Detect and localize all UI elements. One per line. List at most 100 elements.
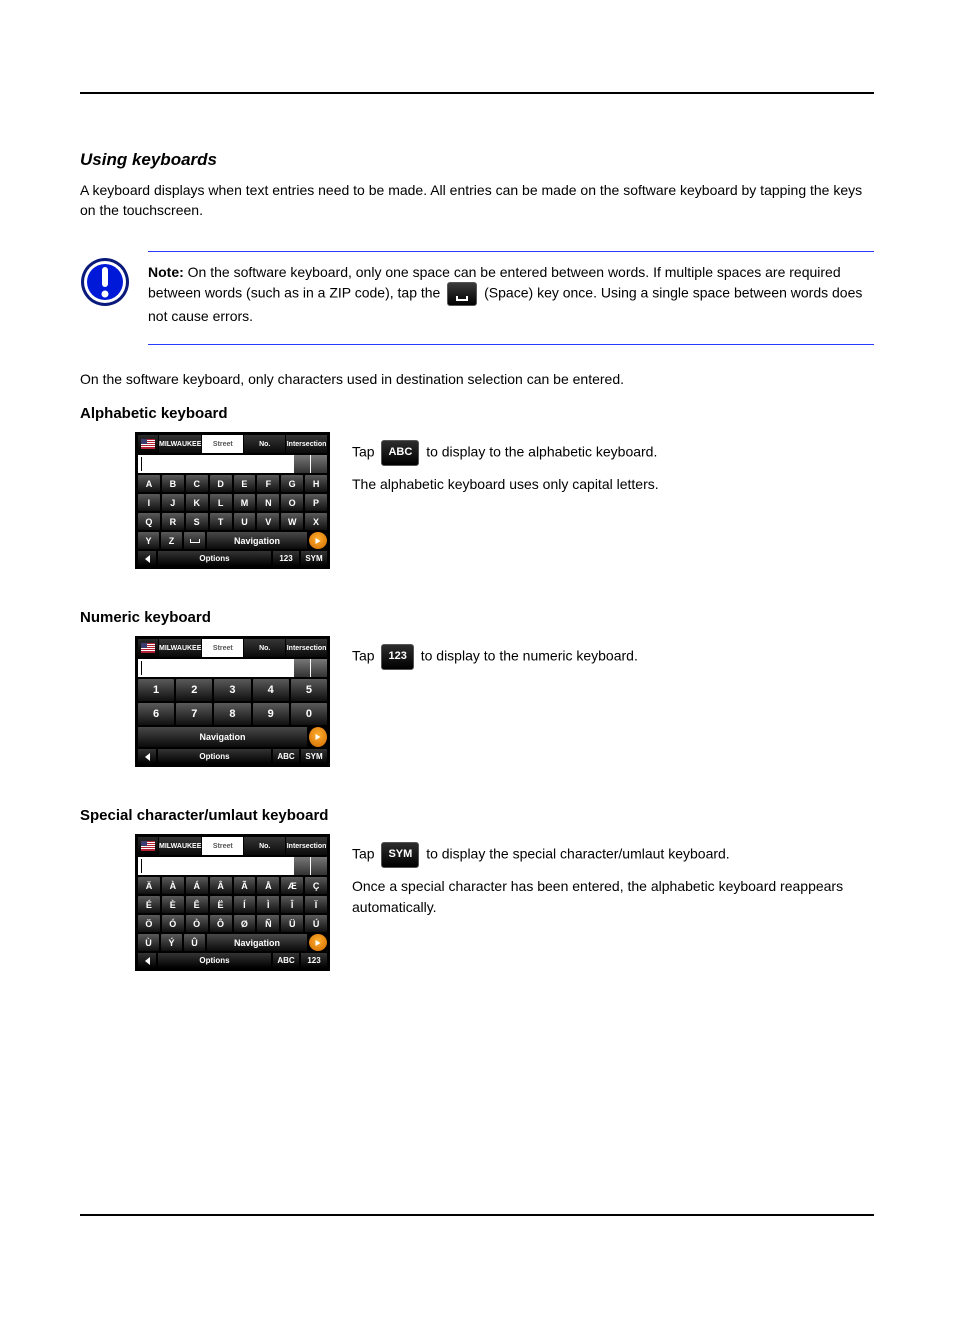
- mode-button[interactable]: ABC: [273, 953, 299, 968]
- keyboard-key[interactable]: Î: [281, 896, 303, 913]
- keyboard-key[interactable]: Y: [138, 532, 159, 549]
- kbd-tab[interactable]: No.: [244, 639, 285, 657]
- keyboard-key[interactable]: Ã: [234, 877, 256, 894]
- entry-field[interactable]: [138, 455, 327, 473]
- keyboard-key[interactable]: Ó: [162, 915, 184, 932]
- keyboard-key[interactable]: V: [257, 513, 279, 530]
- mode-button[interactable]: 123: [273, 551, 299, 566]
- space-key[interactable]: [184, 532, 205, 549]
- keyboard-key[interactable]: Ê: [186, 896, 208, 913]
- back-button[interactable]: [138, 551, 156, 566]
- keyboard-key[interactable]: R: [162, 513, 184, 530]
- keyboard-key[interactable]: É: [138, 896, 160, 913]
- kbd-tab[interactable]: Intersection: [286, 639, 327, 657]
- options-button[interactable]: Options: [158, 551, 271, 566]
- keyboard-key[interactable]: P: [305, 494, 327, 511]
- entry-mini-button[interactable]: [294, 659, 310, 677]
- keyboard-key[interactable]: Ç: [305, 877, 327, 894]
- keyboard-key[interactable]: Q: [138, 513, 160, 530]
- go-button[interactable]: [309, 727, 327, 747]
- back-button[interactable]: [138, 953, 156, 968]
- keyboard-key[interactable]: Ø: [234, 915, 256, 932]
- abc-mode-button[interactable]: ABC: [381, 440, 419, 466]
- keyboard-key[interactable]: 1: [138, 679, 174, 701]
- keyboard-key[interactable]: 6: [138, 703, 174, 725]
- keyboard-key[interactable]: Ë: [210, 896, 232, 913]
- keyboard-key[interactable]: 5: [291, 679, 327, 701]
- kbd-tab[interactable]: MILWAUKEE: [159, 639, 201, 657]
- entry-field[interactable]: [138, 659, 327, 677]
- keyboard-key[interactable]: Û: [184, 934, 205, 951]
- kbd-tab[interactable]: MILWAUKEE: [159, 435, 201, 453]
- back-button[interactable]: [138, 749, 156, 764]
- suggest-text[interactable]: Navigation: [207, 934, 307, 951]
- keyboard-key[interactable]: H: [305, 475, 327, 492]
- entry-mini-button[interactable]: [311, 659, 327, 677]
- keyboard-key[interactable]: G: [281, 475, 303, 492]
- keyboard-key[interactable]: Ô: [210, 915, 232, 932]
- keyboard-key[interactable]: Æ: [281, 877, 303, 894]
- keyboard-key[interactable]: Z: [161, 532, 182, 549]
- keyboard-key[interactable]: B: [162, 475, 184, 492]
- options-button[interactable]: Options: [158, 953, 271, 968]
- keyboard-key[interactable]: S: [186, 513, 208, 530]
- sym-mode-button[interactable]: SYM: [381, 842, 419, 868]
- keyboard-key[interactable]: Ý: [161, 934, 182, 951]
- keyboard-key[interactable]: 9: [253, 703, 289, 725]
- mode-button[interactable]: SYM: [301, 551, 327, 566]
- entry-mini-button[interactable]: [311, 857, 327, 875]
- keyboard-key[interactable]: Á: [186, 877, 208, 894]
- keyboard-key[interactable]: A: [138, 475, 160, 492]
- keyboard-key[interactable]: 3: [214, 679, 250, 701]
- keyboard-key[interactable]: L: [210, 494, 232, 511]
- keyboard-key[interactable]: N: [257, 494, 279, 511]
- keyboard-key[interactable]: T: [210, 513, 232, 530]
- kbd-tab[interactable]: MILWAUKEE: [159, 837, 201, 855]
- options-button[interactable]: Options: [158, 749, 271, 764]
- kbd-tab[interactable]: Street: [202, 435, 243, 453]
- keyboard-key[interactable]: E: [234, 475, 256, 492]
- keyboard-key[interactable]: X: [305, 513, 327, 530]
- keyboard-key[interactable]: Â: [210, 877, 232, 894]
- kbd-tab[interactable]: Street: [202, 639, 243, 657]
- keyboard-key[interactable]: Ö: [138, 915, 160, 932]
- keyboard-key[interactable]: Ú: [305, 915, 327, 932]
- keyboard-key[interactable]: Å: [257, 877, 279, 894]
- keyboard-key[interactable]: 7: [176, 703, 212, 725]
- keyboard-key[interactable]: M: [234, 494, 256, 511]
- entry-mini-button[interactable]: [294, 857, 310, 875]
- kbd-tab[interactable]: Intersection: [286, 837, 327, 855]
- kbd-tab[interactable]: No.: [244, 837, 285, 855]
- mode-button[interactable]: SYM: [301, 749, 327, 764]
- num-mode-button[interactable]: 123: [381, 644, 413, 670]
- keyboard-key[interactable]: Í: [234, 896, 256, 913]
- keyboard-key[interactable]: F: [257, 475, 279, 492]
- entry-mini-button[interactable]: [294, 455, 310, 473]
- keyboard-key[interactable]: O: [281, 494, 303, 511]
- keyboard-key[interactable]: 8: [214, 703, 250, 725]
- kbd-tab[interactable]: No.: [244, 435, 285, 453]
- keyboard-key[interactable]: D: [210, 475, 232, 492]
- entry-field[interactable]: [138, 857, 327, 875]
- mode-button[interactable]: ABC: [273, 749, 299, 764]
- keyboard-key[interactable]: Ñ: [257, 915, 279, 932]
- keyboard-key[interactable]: 4: [253, 679, 289, 701]
- keyboard-key[interactable]: K: [186, 494, 208, 511]
- suggest-text[interactable]: Navigation: [207, 532, 307, 549]
- kbd-tab[interactable]: Intersection: [286, 435, 327, 453]
- keyboard-key[interactable]: J: [162, 494, 184, 511]
- entry-mini-button[interactable]: [311, 455, 327, 473]
- keyboard-key[interactable]: Ü: [281, 915, 303, 932]
- keyboard-key[interactable]: Ò: [186, 915, 208, 932]
- keyboard-key[interactable]: À: [162, 877, 184, 894]
- keyboard-key[interactable]: Ù: [138, 934, 159, 951]
- keyboard-key[interactable]: Ï: [305, 896, 327, 913]
- keyboard-key[interactable]: U: [234, 513, 256, 530]
- keyboard-key[interactable]: W: [281, 513, 303, 530]
- go-button[interactable]: [309, 934, 327, 951]
- kbd-tab[interactable]: Street: [202, 837, 243, 855]
- keyboard-key[interactable]: I: [138, 494, 160, 511]
- keyboard-key[interactable]: C: [186, 475, 208, 492]
- keyboard-key[interactable]: È: [162, 896, 184, 913]
- go-button[interactable]: [309, 532, 327, 549]
